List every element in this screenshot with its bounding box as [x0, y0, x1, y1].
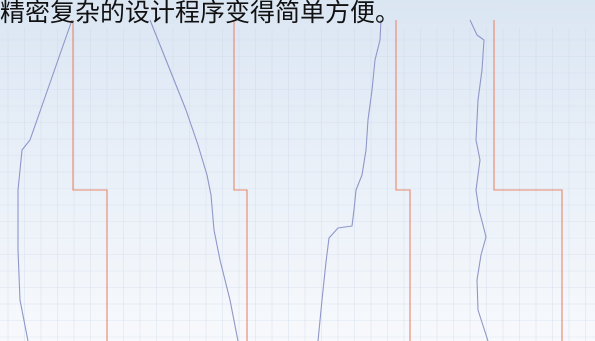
reference-trace [233, 20, 248, 341]
reference-trace [72, 20, 108, 341]
reference-trace [493, 20, 563, 341]
panel-4 [469, 19, 563, 341]
caption-text: 精密复杂的设计程序变得简单方便。 [0, 0, 401, 27]
panel-1 [17, 19, 108, 341]
measured-trace [17, 19, 73, 341]
measured-trace [149, 19, 239, 341]
reference-trace [395, 20, 411, 341]
grid-lines [0, 28, 595, 341]
measured-trace [317, 19, 382, 341]
measured-trace [469, 19, 489, 341]
panel-3 [317, 19, 411, 341]
panel-2 [149, 19, 248, 341]
